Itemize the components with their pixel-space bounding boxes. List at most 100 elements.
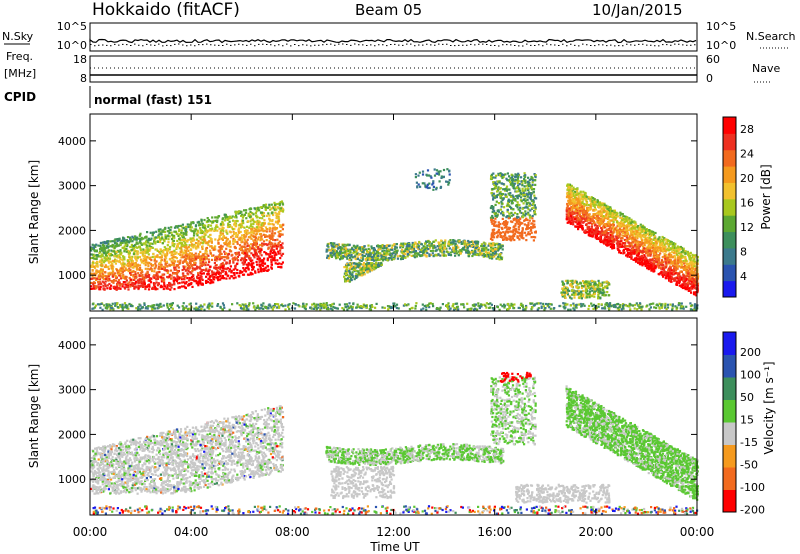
echo-cell	[142, 285, 145, 288]
echo-cell	[196, 229, 199, 232]
echo-cell	[260, 248, 263, 251]
echo-cell	[434, 253, 437, 256]
echo-cell	[512, 226, 515, 229]
echo-cell	[273, 249, 276, 252]
echo-cell	[497, 228, 500, 231]
echo-cell	[238, 275, 241, 278]
echo-cell	[463, 240, 466, 243]
echo-cell	[226, 232, 229, 235]
echo-cell	[179, 224, 183, 227]
echo-cell	[168, 308, 171, 311]
echo-cell	[90, 287, 93, 290]
echo-cell	[133, 263, 136, 266]
echo-cell	[207, 225, 210, 228]
echo-cell	[234, 235, 237, 238]
echo-cell	[677, 304, 680, 307]
echo-cell	[134, 262, 137, 265]
echo-cell	[106, 246, 109, 249]
echo-cell	[115, 242, 119, 245]
echo-cell	[186, 308, 190, 311]
echo-cell	[501, 217, 504, 220]
echo-cell	[157, 234, 160, 237]
echo-cell	[532, 190, 535, 193]
echo-cell	[142, 248, 145, 251]
echo-cell	[125, 268, 128, 271]
echo-cell	[350, 253, 353, 257]
echo-cell	[415, 252, 418, 255]
echo-cell	[666, 306, 670, 309]
echo-cell	[365, 252, 368, 256]
echo-cell	[452, 303, 455, 306]
echo-cell	[368, 251, 371, 254]
echo-cell	[99, 288, 102, 291]
echo-cell	[170, 226, 173, 229]
echo-cell	[211, 246, 214, 250]
echo-cell	[250, 218, 253, 221]
echo-cell	[162, 280, 165, 283]
echo-cell	[146, 256, 149, 259]
echo-cell	[516, 201, 519, 204]
echo-cell	[392, 251, 395, 254]
echo-cell	[329, 242, 333, 245]
echo-cell	[255, 207, 258, 210]
echo-cell	[128, 254, 131, 257]
echo-cell	[225, 252, 228, 255]
echo-cell	[508, 227, 512, 230]
echo-cell	[276, 243, 280, 246]
echo-cell	[540, 305, 543, 308]
echo-cell	[121, 270, 124, 273]
echo-cell	[104, 277, 107, 280]
echo-cell	[237, 230, 240, 233]
echo-cell	[448, 308, 451, 311]
echo-cell	[439, 244, 442, 247]
echo-cell	[186, 272, 189, 275]
echo-cell	[381, 250, 384, 253]
echo-cell	[253, 227, 256, 230]
echo-cell	[232, 230, 235, 233]
echo-cell	[231, 253, 234, 256]
echo-cell	[508, 305, 511, 308]
echo-cell	[95, 272, 98, 275]
echo-cell	[103, 240, 106, 244]
echo-cell	[675, 308, 678, 311]
echo-cell	[125, 247, 128, 251]
echo-cell	[496, 190, 499, 193]
echo-cell	[445, 250, 448, 253]
echo-cell	[660, 303, 663, 306]
echo-cell	[462, 246, 465, 250]
echo-cell	[209, 304, 212, 307]
echo-cell	[212, 276, 215, 279]
echo-cell	[267, 247, 270, 250]
echo-cell	[239, 305, 243, 308]
echo-cell	[251, 231, 254, 234]
echo-cell	[160, 284, 163, 287]
echo-cell	[221, 238, 224, 241]
echo-cell	[221, 270, 224, 273]
echo-cell	[151, 269, 154, 273]
echo-cell	[477, 302, 480, 305]
echo-cell	[263, 222, 266, 225]
echo-cell	[536, 308, 539, 311]
echo-cell	[134, 272, 137, 276]
echo-cell	[228, 224, 231, 227]
echo-cell	[122, 246, 125, 250]
echo-cell	[154, 242, 157, 245]
echo-cell	[160, 278, 163, 281]
echo-cell	[223, 213, 226, 216]
echo-cell	[216, 225, 219, 229]
echo-cell	[159, 256, 163, 259]
echo-cell	[155, 278, 158, 281]
echo-cell	[183, 267, 186, 271]
echo-cell	[190, 252, 193, 255]
echo-cell	[218, 227, 221, 230]
echo-cell	[129, 245, 132, 249]
echo-cell	[492, 176, 495, 179]
echo-cell	[376, 244, 380, 247]
echo-cell	[207, 270, 210, 273]
echo-cell	[236, 235, 239, 238]
echo-cell	[238, 231, 241, 234]
echo-cell	[280, 263, 283, 266]
echo-cell	[480, 252, 484, 255]
echo-cell	[394, 247, 397, 250]
echo-cell	[176, 304, 179, 307]
